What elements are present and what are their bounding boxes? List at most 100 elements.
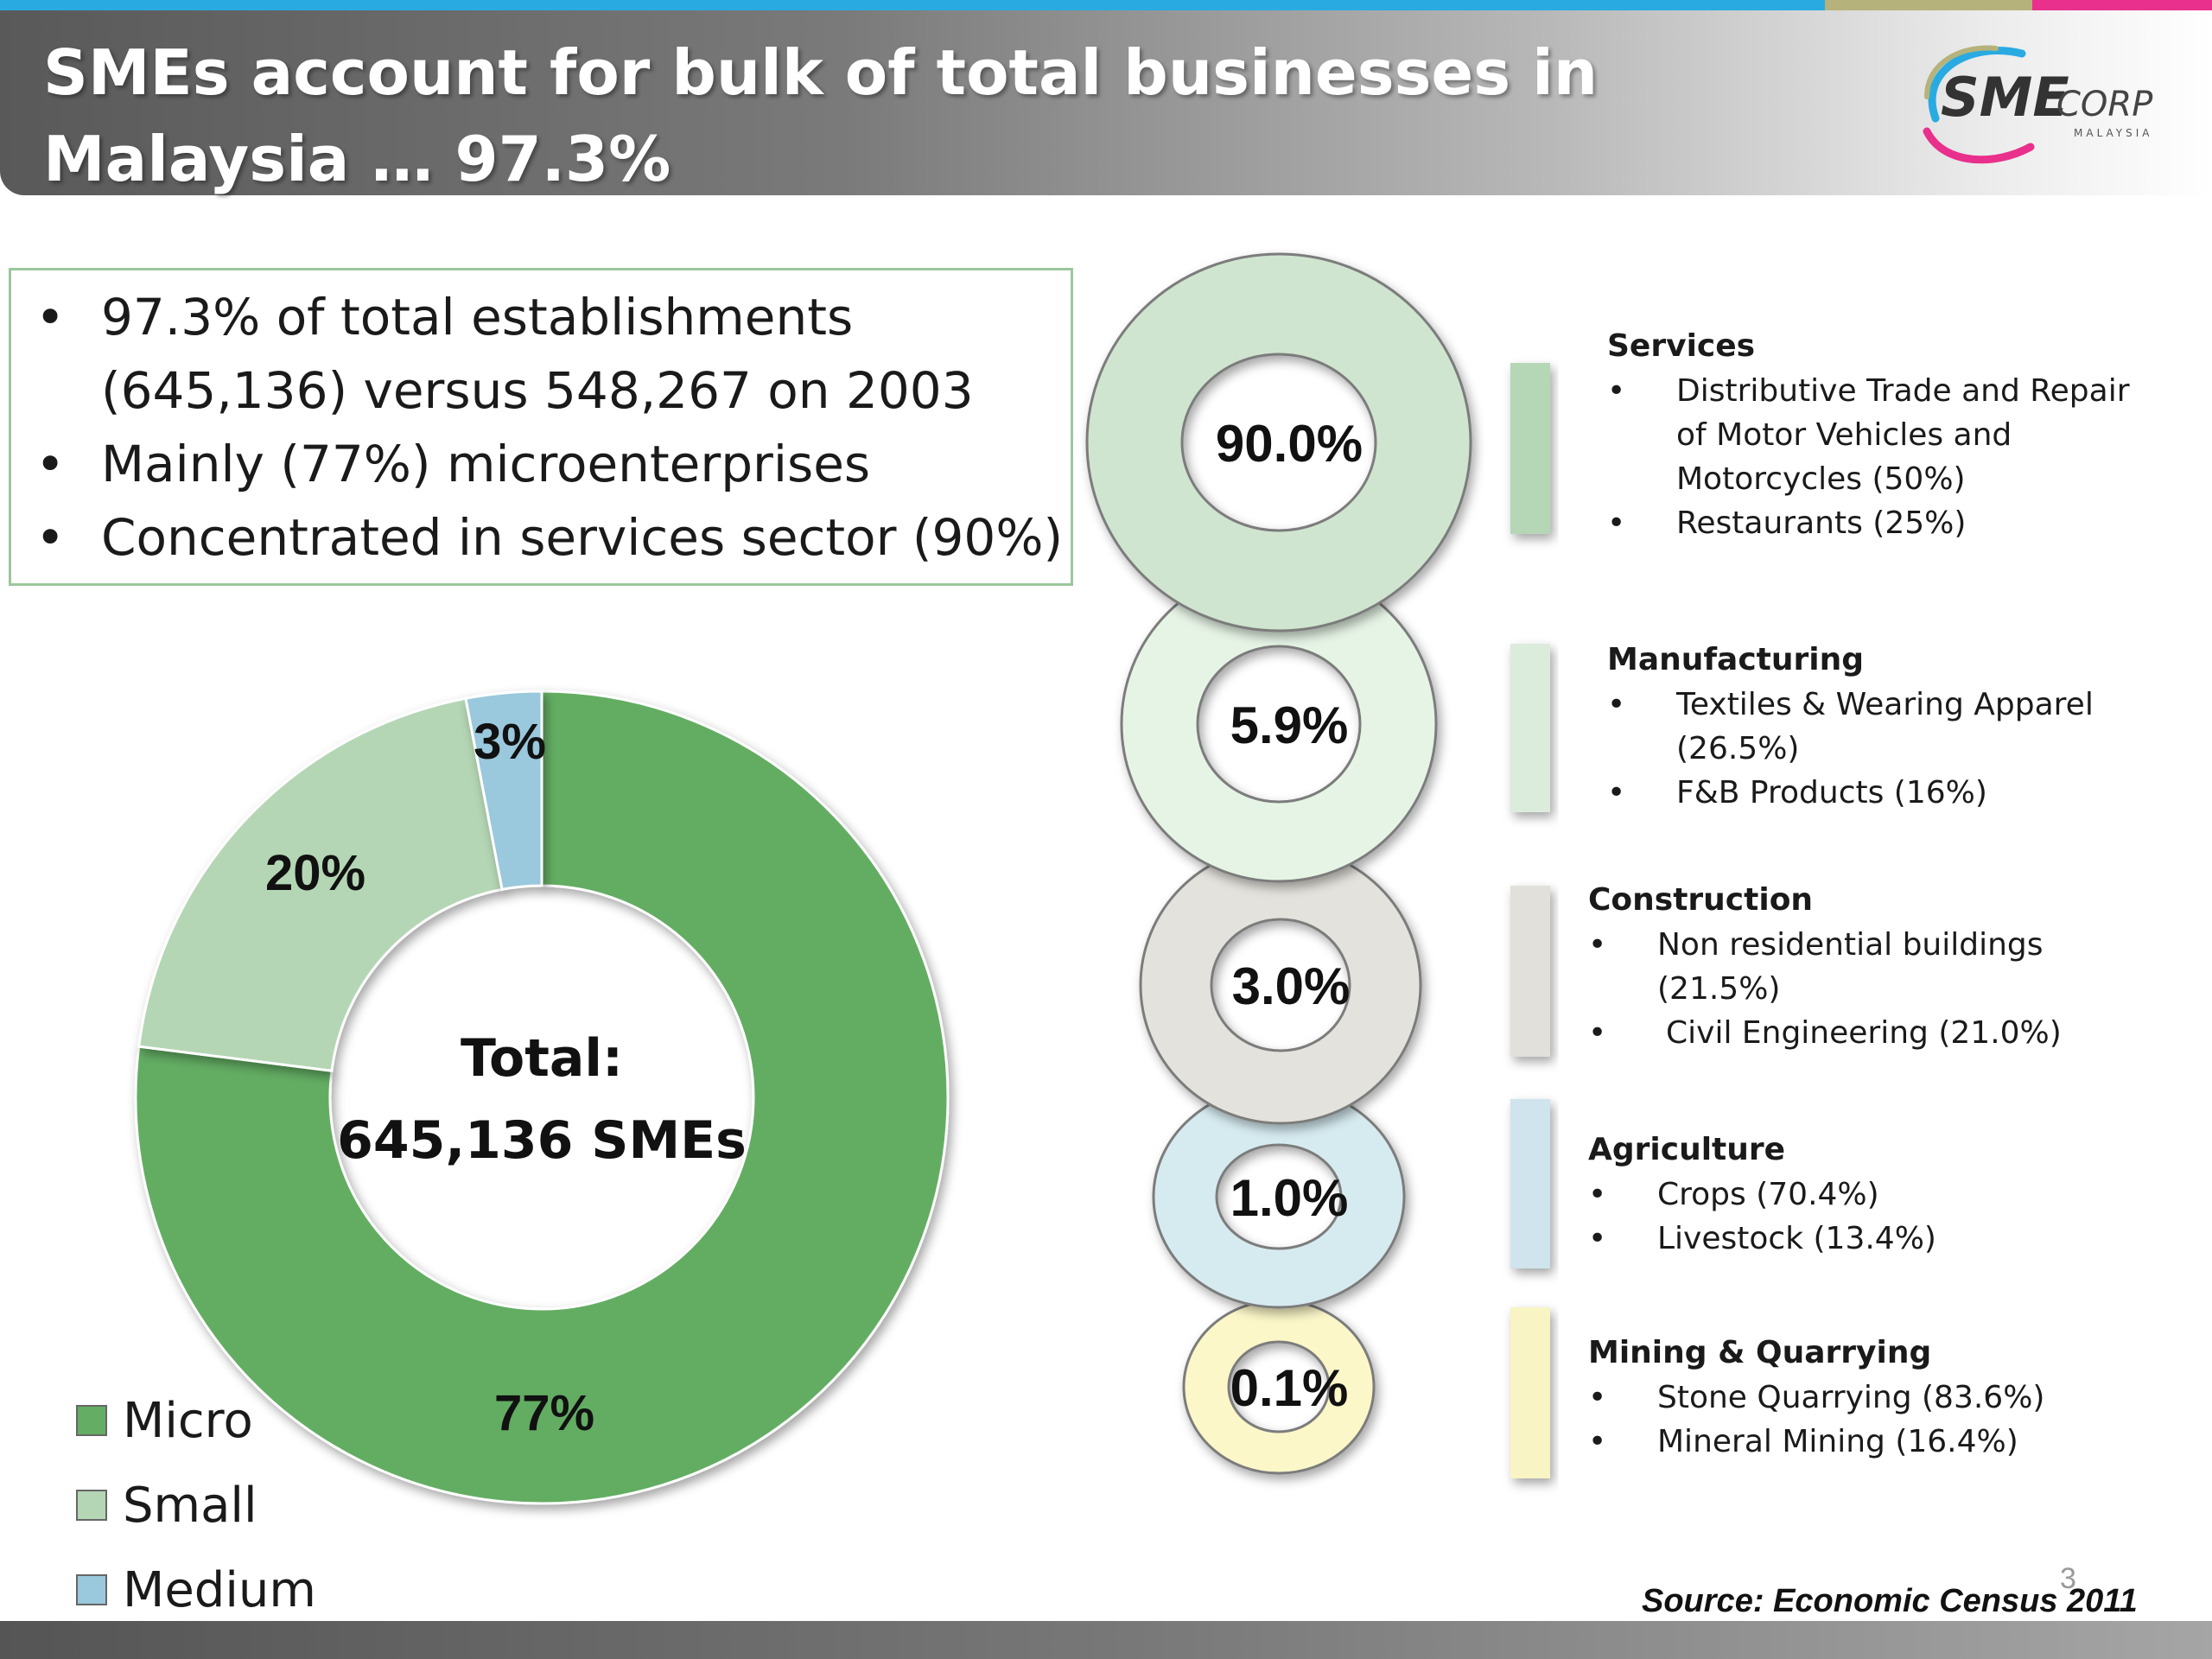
bullet-glyph: •	[35, 435, 66, 493]
sector-item-text: Civil Engineering (21.0%)	[1666, 1015, 2062, 1051]
sector-name: Manufacturing	[1607, 642, 1864, 677]
legend-item-micro: Micro	[76, 1378, 316, 1463]
sector-ring-construction	[1139, 845, 1422, 1125]
sector-name: Construction	[1588, 882, 1814, 918]
legend-label-micro: Micro	[123, 1392, 253, 1449]
key-point: • Concentrated in services sector (90%)	[11, 501, 1071, 575]
sector-ring-services	[1085, 252, 1472, 632]
sector-desc-agriculture: Agriculture • Crops (70.4%) • Livestock (1…	[1588, 1128, 2107, 1261]
sector-name: Services	[1607, 328, 1756, 364]
sector-items: • Textiles & Wearing Apparel (26.5%) • F&B…	[1607, 683, 2160, 815]
sector-desc-manufacturing: Manufacturing • Textiles & Wearing Appare…	[1607, 638, 2160, 815]
logo-text-sub: CORP	[2056, 85, 2153, 124]
bullet-glyph: •	[1588, 1380, 1607, 1415]
donut-center-total: 645,136 SMEs	[337, 1110, 747, 1171]
donut-label-micro: 77%	[494, 1385, 594, 1441]
sector-item: • Textiles & Wearing Apparel (26.5%)	[1607, 683, 2160, 771]
donut-segment-medium	[464, 690, 543, 892]
key-point-text: Concentrated in services sector (90%)	[101, 508, 1064, 567]
sector-item-text: Restaurants (25%)	[1676, 505, 1967, 541]
key-points-box: • 97.3% of total establishments (645,136)…	[9, 268, 1073, 586]
sector-ring-label-manufacturing: 5.9%	[1230, 696, 1349, 754]
bullet-glyph: •	[1588, 1177, 1607, 1212]
bullet-glyph: •	[1607, 373, 1626, 409]
bullet-glyph: •	[35, 508, 66, 567]
sector-desc-mining: Mining & Quarrying • Stone Quarrying (83.…	[1588, 1331, 2107, 1464]
sector-item-text: Distributive Trade and Repair of Motor V…	[1676, 373, 2130, 497]
sector-item: • Stone Quarrying (83.6%)	[1588, 1376, 2107, 1420]
key-point-text: Mainly (77%) microenterprises	[101, 435, 871, 493]
key-point: • Mainly (77%) microenterprises	[11, 428, 1071, 501]
legend-swatch-medium	[76, 1574, 107, 1605]
sector-items: • Distributive Trade and Repair of Motor …	[1607, 369, 2160, 545]
donut-segment-small	[137, 696, 504, 1072]
sector-item-text: Stone Quarrying (83.6%)	[1657, 1380, 2045, 1415]
key-point: • 97.3% of total establishments	[11, 281, 1071, 354]
sector-items: • Crops (70.4%) • Livestock (13.4%)	[1588, 1173, 2107, 1261]
slide-title-line-2: Malaysia … 97.3%	[43, 123, 671, 195]
bullet-glyph: •	[1588, 1221, 1607, 1256]
sector-name: Mining & Quarrying	[1588, 1335, 1932, 1370]
sector-item: • Restaurants (25%)	[1607, 501, 2160, 545]
top-strip-olive	[1825, 0, 2032, 10]
bullet-glyph: •	[1588, 927, 1607, 963]
bullet-glyph: •	[1588, 1015, 1607, 1051]
sector-item: • F&B Products (16%)	[1607, 771, 2160, 815]
smecorp-logo: SME CORP MALAYSIA	[1923, 45, 2153, 164]
sector-color-bar-manufacturing	[1510, 644, 1550, 812]
sector-items: • Stone Quarrying (83.6%) • Mineral Mining…	[1588, 1376, 2107, 1464]
bullet-glyph: •	[1588, 1424, 1607, 1459]
donut-center-label: Total:	[461, 1028, 623, 1089]
donut-label-medium: 3%	[474, 714, 546, 770]
footer-bar	[0, 1621, 2212, 1659]
sector-color-bar-construction	[1510, 886, 1550, 1057]
logo-swoosh-olive	[1924, 45, 1999, 99]
bullet-glyph: •	[1607, 687, 1626, 722]
bullet-glyph: •	[1607, 505, 1626, 541]
sector-ring-label-construction: 3.0%	[1232, 957, 1351, 1015]
key-points-list: • 97.3% of total establishments (645,136)…	[11, 270, 1071, 575]
sector-ring-label-mining: 0.1%	[1230, 1359, 1349, 1417]
logo-text-country: MALAYSIA	[2074, 127, 2153, 139]
sector-ring-label-agriculture: 1.0%	[1230, 1169, 1349, 1227]
sector-items: • Non residential buildings (21.5%) • Civi…	[1588, 923, 2072, 1055]
sector-item-text: Mineral Mining (16.4%)	[1657, 1424, 2018, 1459]
sector-item-text: Livestock (13.4%)	[1657, 1221, 1936, 1256]
bullet-glyph: •	[1607, 775, 1626, 810]
bullet-glyph: •	[35, 288, 66, 346]
sector-ring-label-services: 90.0%	[1216, 415, 1363, 473]
donut-label-small: 20%	[265, 845, 365, 901]
key-point: (645,136) versus 548,267 on 2003	[11, 354, 1071, 428]
sector-item: • Non residential buildings (21.5%)	[1588, 923, 2072, 1011]
key-point-text: (645,136) versus 548,267 on 2003	[101, 361, 974, 420]
logo-text-main: SME	[1941, 66, 2069, 129]
key-point-text: 97.3% of total establishments	[101, 288, 854, 346]
source-note: Source: Economic Census 2011	[1642, 1583, 2138, 1619]
donut-segment-micro	[134, 690, 950, 1505]
sector-item: • Civil Engineering (21.0%)	[1588, 1011, 2072, 1055]
top-strip-blue	[0, 0, 1825, 10]
sector-ring-manufacturing	[1120, 565, 1438, 883]
sector-item-text: Crops (70.4%)	[1657, 1177, 1879, 1212]
title-banner: SMEs account for bulk of total businesse…	[0, 10, 2212, 195]
sector-name: Agriculture	[1588, 1132, 1786, 1167]
sector-item-text: Non residential buildings (21.5%)	[1657, 927, 2044, 1007]
sector-color-bar-mining	[1510, 1307, 1550, 1478]
sector-item-text: F&B Products (16%)	[1676, 775, 1987, 810]
logo-swoosh-pink	[1923, 127, 2035, 164]
sector-item: • Livestock (13.4%)	[1588, 1217, 2107, 1261]
legend-swatch-micro	[76, 1405, 107, 1436]
top-strip-pink	[2032, 0, 2212, 10]
sector-item: • Crops (70.4%)	[1588, 1173, 2107, 1217]
sector-desc-services: Services • Distributive Trade and Repair …	[1607, 324, 2160, 545]
sector-color-bar-agriculture	[1510, 1099, 1550, 1268]
sector-item-text: Textiles & Wearing Apparel (26.5%)	[1676, 687, 2094, 766]
sector-desc-construction: Construction • Non residential buildings …	[1588, 878, 2072, 1055]
size-legend: Micro Small Medium	[76, 1378, 316, 1632]
sector-color-bar-services	[1510, 363, 1550, 534]
slide-title-line-1: SMEs account for bulk of total businesse…	[43, 36, 1599, 109]
sector-item: • Distributive Trade and Repair of Motor …	[1607, 369, 2160, 501]
legend-label-small: Small	[123, 1477, 257, 1534]
slide-title: SMEs account for bulk of total businesse…	[43, 29, 1642, 202]
